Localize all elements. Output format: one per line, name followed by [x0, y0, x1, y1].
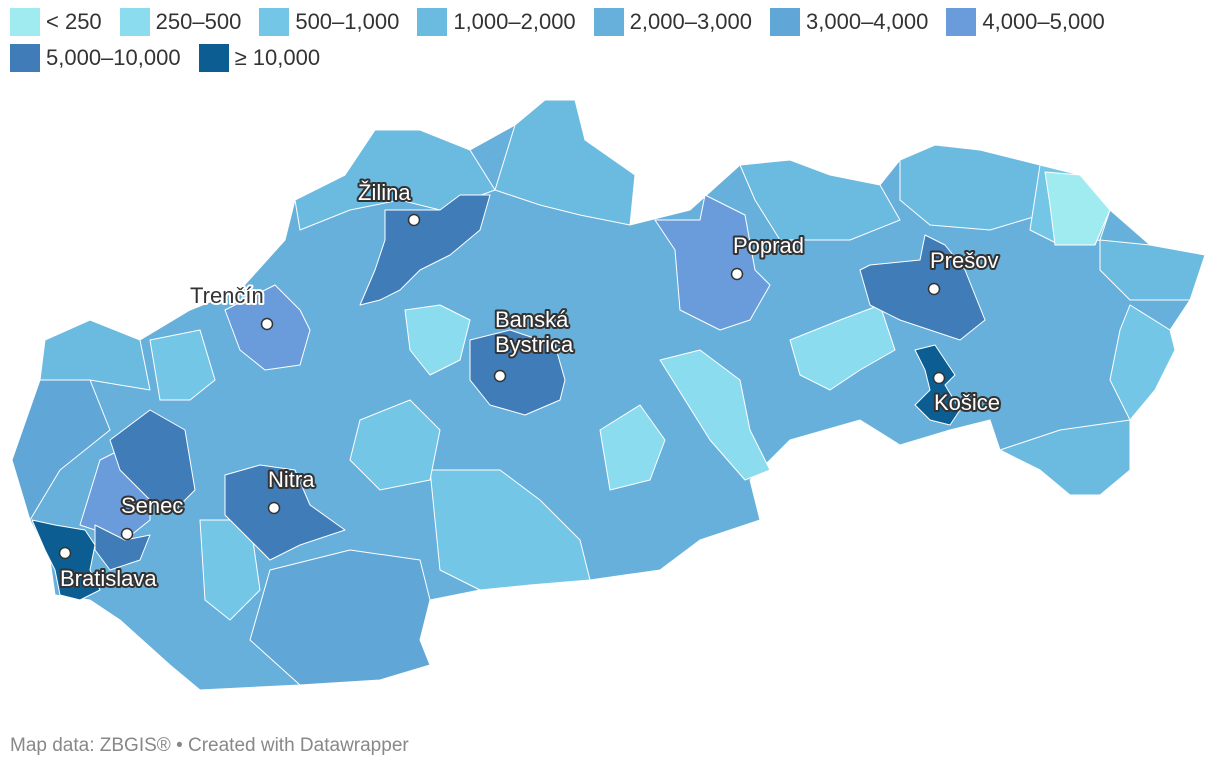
region [739, 159, 901, 241]
region [349, 399, 441, 491]
region [914, 344, 961, 426]
city-label: Banská Bystrica [495, 307, 574, 357]
region [659, 349, 771, 481]
city-label: Bratislava [60, 566, 157, 591]
city-label: Košice [934, 390, 1000, 415]
legend-swatch [593, 8, 624, 36]
legend-item: 500–1,000 [259, 8, 399, 36]
city-label: Žilina [358, 180, 411, 205]
regions [11, 99, 1206, 691]
city-dot [120, 527, 134, 541]
legend-item: ≥ 10,000 [198, 44, 321, 72]
legend-item: 2,000–3,000 [593, 8, 753, 36]
city-dot [730, 267, 744, 281]
legend-swatch [417, 8, 448, 36]
region [31, 519, 101, 601]
region [249, 549, 431, 686]
legend-label: ≥ 10,000 [234, 45, 321, 70]
legend-swatch [119, 8, 150, 36]
region [899, 144, 1041, 231]
legend-item: 5,000–10,000 [10, 44, 181, 72]
legend-label: < 250 [46, 9, 102, 34]
region [224, 464, 346, 561]
legend-label: 250–500 [155, 9, 242, 34]
legend-swatch [259, 8, 290, 36]
legend-label: 2,000–3,000 [629, 9, 753, 34]
region [429, 469, 591, 591]
legend-item: 1,000–2,000 [417, 8, 576, 36]
legend-label: 3,000–4,000 [806, 9, 929, 34]
legend-item: 3,000–4,000 [770, 8, 928, 36]
city-dot [260, 317, 274, 331]
region [1044, 171, 1111, 246]
footer: Map data: ZBGIS® • Created with Datawrap… [10, 735, 409, 756]
legend: < 250 250–500 500–1,000 1,000–2,000 2,000–3,… [10, 8, 1210, 72]
city-dot [58, 546, 72, 560]
city-label: Senec [121, 493, 183, 518]
legend-swatch [10, 44, 40, 72]
legend-label: 4,000–5,000 [982, 9, 1105, 34]
city-dot [927, 282, 941, 296]
region [94, 524, 151, 571]
region [1099, 239, 1206, 301]
legend-label: 5,000–10,000 [46, 45, 181, 70]
region [789, 304, 896, 391]
region [39, 319, 151, 391]
cities: Žilina Poprad Prešov Trenčín Banská Bystrica K… [58, 178, 1002, 593]
region [599, 404, 666, 491]
city-dot [932, 371, 946, 385]
legend-swatch [770, 8, 801, 36]
region [359, 194, 491, 306]
region [494, 99, 636, 226]
region [469, 329, 566, 416]
legend-label: 1,000–2,000 [453, 9, 576, 34]
city-dot [267, 501, 281, 515]
city-label: Prešov [930, 248, 998, 273]
region [109, 409, 196, 511]
region [149, 329, 216, 401]
city-label: Trenčín [190, 283, 264, 308]
city-dot [407, 213, 421, 227]
legend-swatch [198, 44, 229, 72]
region [859, 234, 986, 341]
city-label: Poprad [733, 233, 804, 258]
city-label: Nitra [268, 467, 315, 492]
region [999, 419, 1131, 496]
region [654, 194, 771, 331]
city-dot [493, 369, 507, 383]
legend-swatch [946, 8, 977, 36]
region [404, 304, 471, 376]
legend-item: 4,000–5,000 [946, 8, 1105, 36]
region [1109, 304, 1176, 421]
legend-label: 500–1,000 [295, 9, 400, 34]
legend-swatch [10, 8, 40, 36]
legend-item: < 250 [10, 8, 102, 36]
legend-item: 250–500 [119, 8, 242, 36]
map: Žilina Poprad Prešov Trenčín Banská Bystrica K… [11, 99, 1206, 691]
